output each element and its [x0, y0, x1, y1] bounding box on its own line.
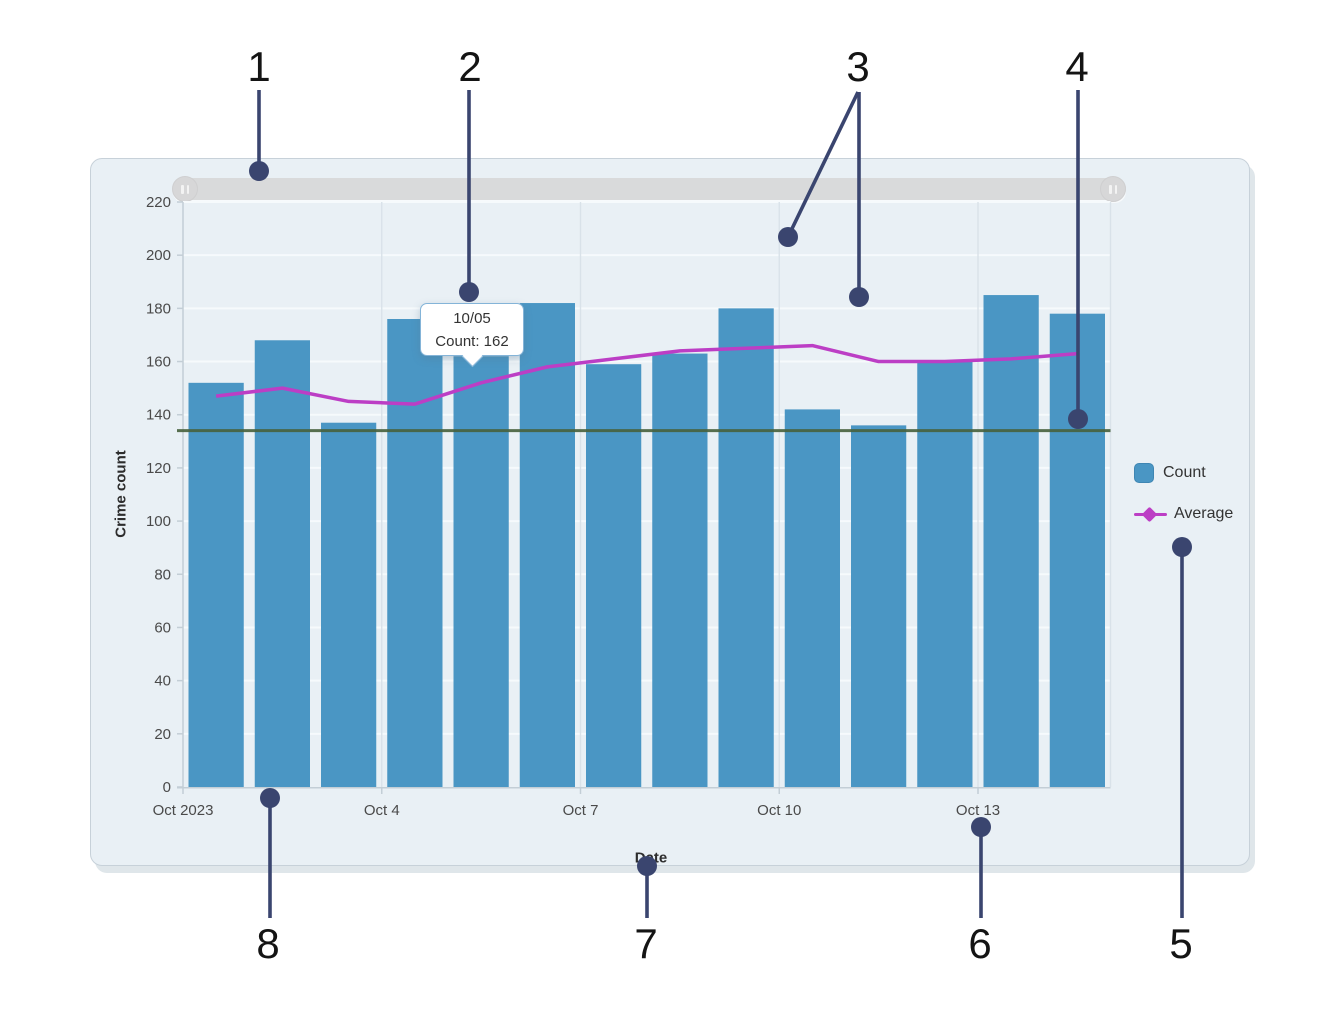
- callout-dot-7: [637, 856, 657, 876]
- y-tick-label: 220: [146, 194, 171, 211]
- callout-number-6: 6: [968, 920, 991, 967]
- bar-10/03[interactable]: [321, 422, 377, 787]
- y-tick-label: 100: [146, 513, 171, 530]
- callout-dot-3: [778, 227, 798, 247]
- y-tick-label: 20: [154, 726, 171, 743]
- bar-10/08[interactable]: [652, 353, 708, 787]
- y-tick-label: 0: [163, 779, 171, 796]
- pause-icon: [181, 184, 184, 194]
- count-series-swatch-icon: [1134, 463, 1154, 483]
- y-tick-label: 140: [146, 407, 171, 424]
- y-tick-label: 120: [146, 460, 171, 477]
- bar-10/09[interactable]: [718, 308, 774, 787]
- y-tick-label: 40: [154, 673, 171, 690]
- callout-number-5: 5: [1169, 920, 1192, 967]
- legend: Count Average: [1134, 463, 1233, 545]
- callout-dot-2: [459, 282, 479, 302]
- y-tick-label: 60: [154, 619, 171, 636]
- bar-10/07[interactable]: [586, 364, 642, 787]
- tooltip-date: 10/05: [453, 310, 491, 327]
- legend-label-average: Average: [1174, 505, 1234, 522]
- tooltip-count: Count: 162: [435, 333, 509, 350]
- callout-line-3: [786, 91, 860, 238]
- bar-10/12[interactable]: [917, 361, 973, 787]
- x-tick-label: Oct 2023: [153, 802, 214, 819]
- average-line: [215, 343, 1078, 406]
- callout-dot-1: [249, 161, 269, 181]
- bar-10/10[interactable]: [784, 409, 840, 787]
- time-slider-right-handle[interactable]: [1100, 176, 1126, 202]
- bar-10/01[interactable]: [188, 382, 244, 787]
- callout-number-2: 2: [458, 43, 481, 90]
- x-tick-label: Oct 7: [563, 802, 599, 819]
- average-series-line-icon: [1134, 504, 1167, 524]
- callout-dot-3: [849, 287, 869, 307]
- y-tick-label: 80: [154, 566, 171, 583]
- legend-item-average[interactable]: Average: [1134, 504, 1233, 524]
- bar-10/05[interactable]: [453, 356, 509, 787]
- pause-icon: [1114, 184, 1117, 194]
- callout-dot-8: [260, 788, 280, 808]
- callout-number-3: 3: [846, 43, 869, 90]
- chart-tooltip: 10/05 Count: 162: [420, 303, 524, 367]
- time-slider-track[interactable]: [173, 178, 1126, 200]
- pause-icon: [186, 184, 189, 194]
- bar-10/11[interactable]: [851, 425, 907, 787]
- callout-dot-6: [971, 817, 991, 837]
- bar-10/13[interactable]: [983, 295, 1039, 787]
- callout-number-1: 1: [247, 43, 270, 90]
- x-tick-label: Oct 13: [956, 802, 1000, 819]
- callout-number-8: 8: [256, 920, 279, 967]
- callout-dot-4: [1068, 409, 1088, 429]
- legend-label-count: Count: [1163, 464, 1206, 481]
- y-tick-label: 200: [146, 247, 171, 264]
- bar-10/06[interactable]: [519, 303, 575, 787]
- y-tick-label: 160: [146, 354, 171, 371]
- callout-number-7: 7: [634, 920, 657, 967]
- legend-item-count[interactable]: Count: [1134, 463, 1233, 483]
- bar-10/02[interactable]: [254, 340, 310, 787]
- y-tick-label: 180: [146, 300, 171, 317]
- pause-icon: [1109, 184, 1112, 194]
- x-tick-label: Oct 4: [364, 802, 400, 819]
- x-tick-label: Oct 10: [757, 802, 801, 819]
- callout-dot-5: [1172, 537, 1192, 557]
- callout-number-4: 4: [1065, 43, 1088, 90]
